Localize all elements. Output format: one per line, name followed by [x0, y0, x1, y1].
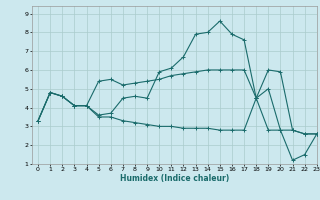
X-axis label: Humidex (Indice chaleur): Humidex (Indice chaleur) [120, 174, 229, 183]
